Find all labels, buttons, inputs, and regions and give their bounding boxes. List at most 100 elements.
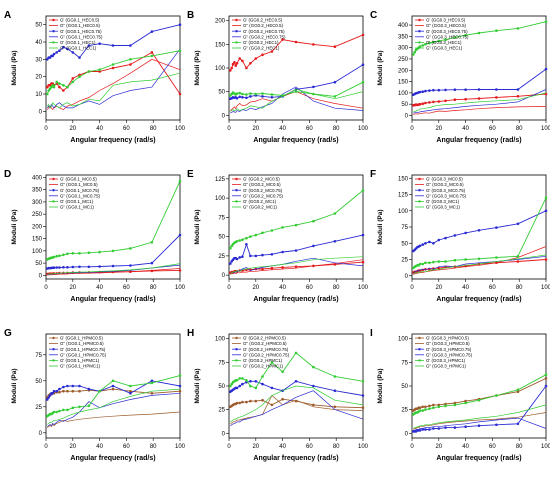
data-point <box>477 257 481 261</box>
data-point <box>178 49 182 52</box>
data-point <box>129 63 132 66</box>
legend-label: G'' (GG0.2_HPMC1) <box>243 364 284 369</box>
data-point <box>98 42 101 45</box>
x-tick-label: 40 <box>96 444 103 450</box>
legend-label: G'' (GG0.1_HPMC0.5) <box>60 341 104 346</box>
data-point <box>261 382 264 386</box>
data-point <box>78 252 81 255</box>
y-tick-label: 0 <box>405 431 409 437</box>
data-point <box>261 253 264 257</box>
legend-label: G' (GG0.1_HEC0.75) <box>60 29 102 34</box>
x-tick-label: 60 <box>306 444 313 450</box>
y-tick-label: 0 <box>222 273 226 279</box>
panel-letter: E <box>187 169 194 180</box>
legend-label: G' (GG0.2_HEC0.5) <box>243 18 283 23</box>
data-point <box>62 389 65 393</box>
data-point <box>333 212 337 215</box>
series-line <box>230 256 364 274</box>
data-point <box>428 89 431 92</box>
y-tick-label: 25 <box>401 258 408 264</box>
x-tick-label: 40 <box>279 285 286 291</box>
data-point <box>78 265 81 269</box>
data-point <box>178 179 182 183</box>
x-axis-label: Angular frequency (rad/s) <box>70 137 155 144</box>
data-point <box>294 249 298 252</box>
data-point <box>428 41 431 45</box>
data-point <box>270 253 274 256</box>
series-line <box>413 404 547 429</box>
data-point <box>66 266 69 269</box>
data-point <box>437 405 441 409</box>
data-point <box>444 402 447 406</box>
panel-letter: I <box>370 328 373 339</box>
x-axis-label: Angular frequency (rad/s) <box>436 455 521 462</box>
data-point <box>71 406 75 410</box>
legend-label: G' (GG0.3_HEC0.75) <box>426 29 468 34</box>
data-point <box>424 101 427 105</box>
data-point <box>516 95 520 98</box>
data-point <box>58 390 61 394</box>
x-tick-label: 80 <box>333 444 340 450</box>
data-point <box>71 265 75 269</box>
data-point <box>58 49 61 52</box>
legend-label: G'' (GG0.3_MC0.5) <box>426 182 464 187</box>
data-point <box>333 389 337 392</box>
data-point <box>312 85 315 89</box>
data-point <box>66 389 69 393</box>
data-point <box>178 384 182 388</box>
data-point <box>235 379 239 382</box>
legend-label: G' (GG0.3_MC0.75) <box>426 188 466 193</box>
data-point <box>129 392 132 395</box>
data-point <box>432 100 435 104</box>
data-point <box>71 389 75 393</box>
data-point <box>418 406 422 409</box>
data-point <box>432 406 435 409</box>
x-axis-label: Angular frequency (rad/s) <box>253 137 338 144</box>
y-tick-label: 20 <box>35 75 42 81</box>
data-point <box>444 426 447 429</box>
data-point <box>421 102 424 105</box>
data-point <box>178 23 182 26</box>
y-tick-label: 350 <box>32 188 43 194</box>
data-point <box>129 44 132 47</box>
data-point <box>421 428 424 431</box>
panel-e: E 0 20 40 60 80 100 0 25 50 75 100 125 Moduli (Pa) Ang… <box>187 169 369 303</box>
data-point <box>78 73 81 77</box>
x-tick-label: 20 <box>69 126 76 132</box>
data-point <box>464 425 467 428</box>
legend-marker <box>418 177 421 181</box>
data-point <box>58 409 61 413</box>
data-point <box>71 80 75 84</box>
data-point <box>241 382 244 386</box>
data-point <box>361 380 365 383</box>
x-tick-label: 80 <box>150 285 157 291</box>
y-tick-label: 75 <box>218 360 225 366</box>
series-line <box>413 417 547 431</box>
data-point <box>241 255 244 258</box>
data-point <box>50 85 53 89</box>
data-point <box>111 249 115 253</box>
data-point <box>150 379 154 383</box>
data-point <box>98 68 101 71</box>
panel-f: F 0 20 40 60 80 100 0 25 50 75 100 125 150 Moduli (Pa)… <box>370 169 550 303</box>
data-point <box>150 54 154 58</box>
data-point <box>98 70 101 73</box>
data-point <box>111 264 115 268</box>
data-point <box>312 365 315 369</box>
data-point <box>238 256 241 259</box>
data-point <box>111 66 115 70</box>
x-tick-label: 80 <box>333 126 340 132</box>
panel-c: C 0 20 40 60 80 100 0 50 100 150 200 250 300 350 400 Mod… <box>370 10 550 144</box>
legend-label: G' (GG0.2_HEC1) <box>243 40 279 45</box>
y-axis-label: Moduli (Pa) <box>377 50 384 85</box>
panel-g: G 0 20 40 60 80 100 0 25 50 75 Moduli (Pa) Angular f… <box>4 328 186 462</box>
legend-marker <box>52 177 55 181</box>
data-point <box>444 38 447 41</box>
y-tick-label: 75 <box>218 215 225 221</box>
x-tick-label: 0 <box>44 126 48 132</box>
panel-d: D 0 20 40 60 80 100 0 50 100 150 200 250 300 350 400 Mod… <box>4 169 186 303</box>
data-point <box>254 380 258 383</box>
legend-label: G' (GG0.2_MC0.5) <box>243 177 280 182</box>
data-point <box>413 50 416 54</box>
x-tick-label: 60 <box>489 444 496 450</box>
